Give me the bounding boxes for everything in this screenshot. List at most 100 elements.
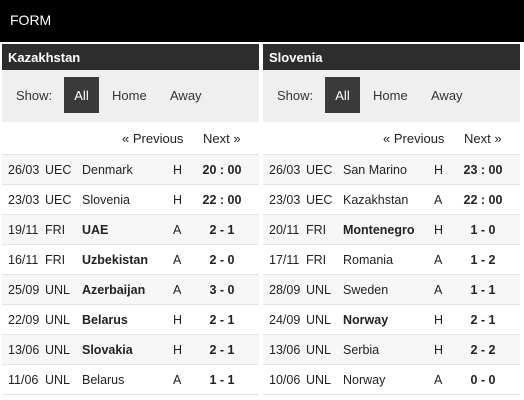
match-score: 1 - 0	[470, 223, 496, 237]
previous-link[interactable]: « Previous	[122, 131, 184, 146]
filter-all-button[interactable]: All	[64, 77, 99, 113]
match-score: 23 : 00	[463, 163, 503, 177]
match-home-away: A	[434, 283, 443, 297]
match-score: 2 - 1	[209, 223, 235, 237]
match-date: 26/03	[8, 163, 40, 177]
match-opponent: UAE	[82, 223, 109, 237]
team-panel-slovenia: Slovenia Show: All Home Away « Previous …	[263, 44, 520, 400]
match-row: 20/11 FRI Montenegro H 1 - 0	[263, 215, 520, 245]
match-list: 26/03 UEC Denmark H 20 : 00 23/03 UEC Slovenia H…	[2, 154, 259, 395]
match-row: 13/06 UNL Slovakia H 2 - 1	[2, 335, 259, 365]
match-opponent: San Marino	[343, 163, 407, 177]
match-competition: FRI	[45, 223, 66, 237]
match-home-away: H	[173, 343, 183, 357]
match-row: 24/09 UNL Norway H 2 - 1	[263, 305, 520, 335]
match-home-away: H	[434, 343, 444, 357]
match-score: 2 - 0	[209, 253, 235, 267]
match-competition: UNL	[306, 343, 332, 357]
match-date: 10/06	[269, 373, 301, 387]
match-home-away: H	[173, 193, 183, 207]
filter-bar: Show: All Home Away	[263, 70, 520, 122]
match-score: 1 - 1	[209, 373, 235, 387]
team-name-bar: Kazakhstan	[2, 44, 259, 70]
match-row: 22/09 UNL Belarus H 2 - 1	[2, 305, 259, 335]
match-date: 23/03	[8, 193, 40, 207]
next-link[interactable]: Next »	[464, 131, 502, 146]
match-opponent: Denmark	[82, 163, 133, 177]
match-opponent: Kazakhstan	[343, 193, 409, 207]
match-competition: UNL	[45, 343, 71, 357]
form-title: FORM	[10, 12, 52, 28]
match-opponent: Slovakia	[82, 343, 133, 357]
match-home-away: H	[173, 163, 183, 177]
match-score: 2 - 2	[470, 343, 496, 357]
next-link[interactable]: Next »	[203, 131, 241, 146]
match-opponent: Montenegro	[343, 223, 415, 237]
filter-home-button[interactable]: Home	[112, 88, 147, 103]
form-header: FORM	[0, 0, 524, 42]
match-date: 13/06	[269, 343, 301, 357]
filter-bar: Show: All Home Away	[2, 70, 259, 122]
filter-away-button[interactable]: Away	[431, 88, 463, 103]
match-competition: UNL	[45, 283, 71, 297]
match-date: 25/09	[8, 283, 40, 297]
match-row: 17/11 FRI Romania A 1 - 2	[263, 245, 520, 275]
match-home-away: A	[173, 283, 182, 297]
match-competition: UNL	[45, 313, 71, 327]
match-date: 22/09	[8, 313, 40, 327]
team-name: Slovenia	[269, 50, 323, 65]
filter-home-button[interactable]: Home	[373, 88, 408, 103]
match-opponent: Belarus	[82, 313, 128, 327]
match-competition: UNL	[306, 313, 332, 327]
match-home-away: A	[173, 223, 182, 237]
match-row: 16/11 FRI Uzbekistan A 2 - 0	[2, 245, 259, 275]
match-competition: UNL	[306, 283, 332, 297]
match-score: 2 - 1	[470, 313, 496, 327]
match-score: 22 : 00	[463, 193, 503, 207]
filter-all-button[interactable]: All	[325, 77, 360, 113]
match-score: 20 : 00	[202, 163, 242, 177]
match-home-away: A	[173, 373, 182, 387]
match-opponent: Romania	[343, 253, 394, 267]
pager: « Previous Next »	[263, 122, 520, 154]
match-competition: UEC	[306, 163, 333, 177]
match-date: 11/06	[8, 373, 39, 387]
match-home-away: H	[173, 313, 183, 327]
match-score: 22 : 00	[202, 193, 242, 207]
match-date: 13/06	[8, 343, 40, 357]
filter-away-button[interactable]: Away	[170, 88, 202, 103]
match-row: 10/06 UNL Norway A 0 - 0	[263, 365, 520, 395]
match-score: 2 - 1	[209, 343, 235, 357]
match-opponent: Sweden	[343, 283, 389, 297]
match-competition: UEC	[45, 193, 72, 207]
match-date: 17/11	[269, 253, 300, 267]
match-competition: UNL	[45, 373, 71, 387]
match-competition: UEC	[306, 193, 333, 207]
show-label: Show:	[277, 88, 314, 103]
match-row: 23/03 UEC Slovenia H 22 : 00	[2, 185, 259, 215]
show-label: Show:	[16, 88, 53, 103]
match-competition: UEC	[45, 163, 72, 177]
previous-link[interactable]: « Previous	[383, 131, 445, 146]
match-opponent: Uzbekistan	[82, 253, 148, 267]
pager: « Previous Next »	[2, 122, 259, 154]
match-score: 0 - 0	[470, 373, 496, 387]
match-date: 28/09	[269, 283, 301, 297]
match-competition: FRI	[306, 223, 327, 237]
match-row: 26/03 UEC Denmark H 20 : 00	[2, 155, 259, 185]
match-opponent: Norway	[343, 313, 389, 327]
match-date: 19/11	[8, 223, 39, 237]
match-row: 28/09 UNL Sweden A 1 - 1	[263, 275, 520, 305]
team-panel-kazakhstan: Kazakhstan Show: All Home Away « Previou…	[2, 44, 259, 400]
match-row: 23/03 UEC Kazakhstan A 22 : 00	[263, 185, 520, 215]
match-date: 16/11	[8, 253, 39, 267]
match-date: 24/09	[269, 313, 301, 327]
match-home-away: A	[434, 373, 443, 387]
match-row: 26/03 UEC San Marino H 23 : 00	[263, 155, 520, 185]
match-opponent: Serbia	[343, 343, 380, 357]
match-opponent: Azerbaijan	[82, 283, 146, 297]
match-competition: FRI	[45, 253, 66, 267]
match-home-away: H	[434, 313, 444, 327]
match-date: 20/11	[269, 223, 300, 237]
match-score: 1 - 1	[470, 283, 496, 297]
